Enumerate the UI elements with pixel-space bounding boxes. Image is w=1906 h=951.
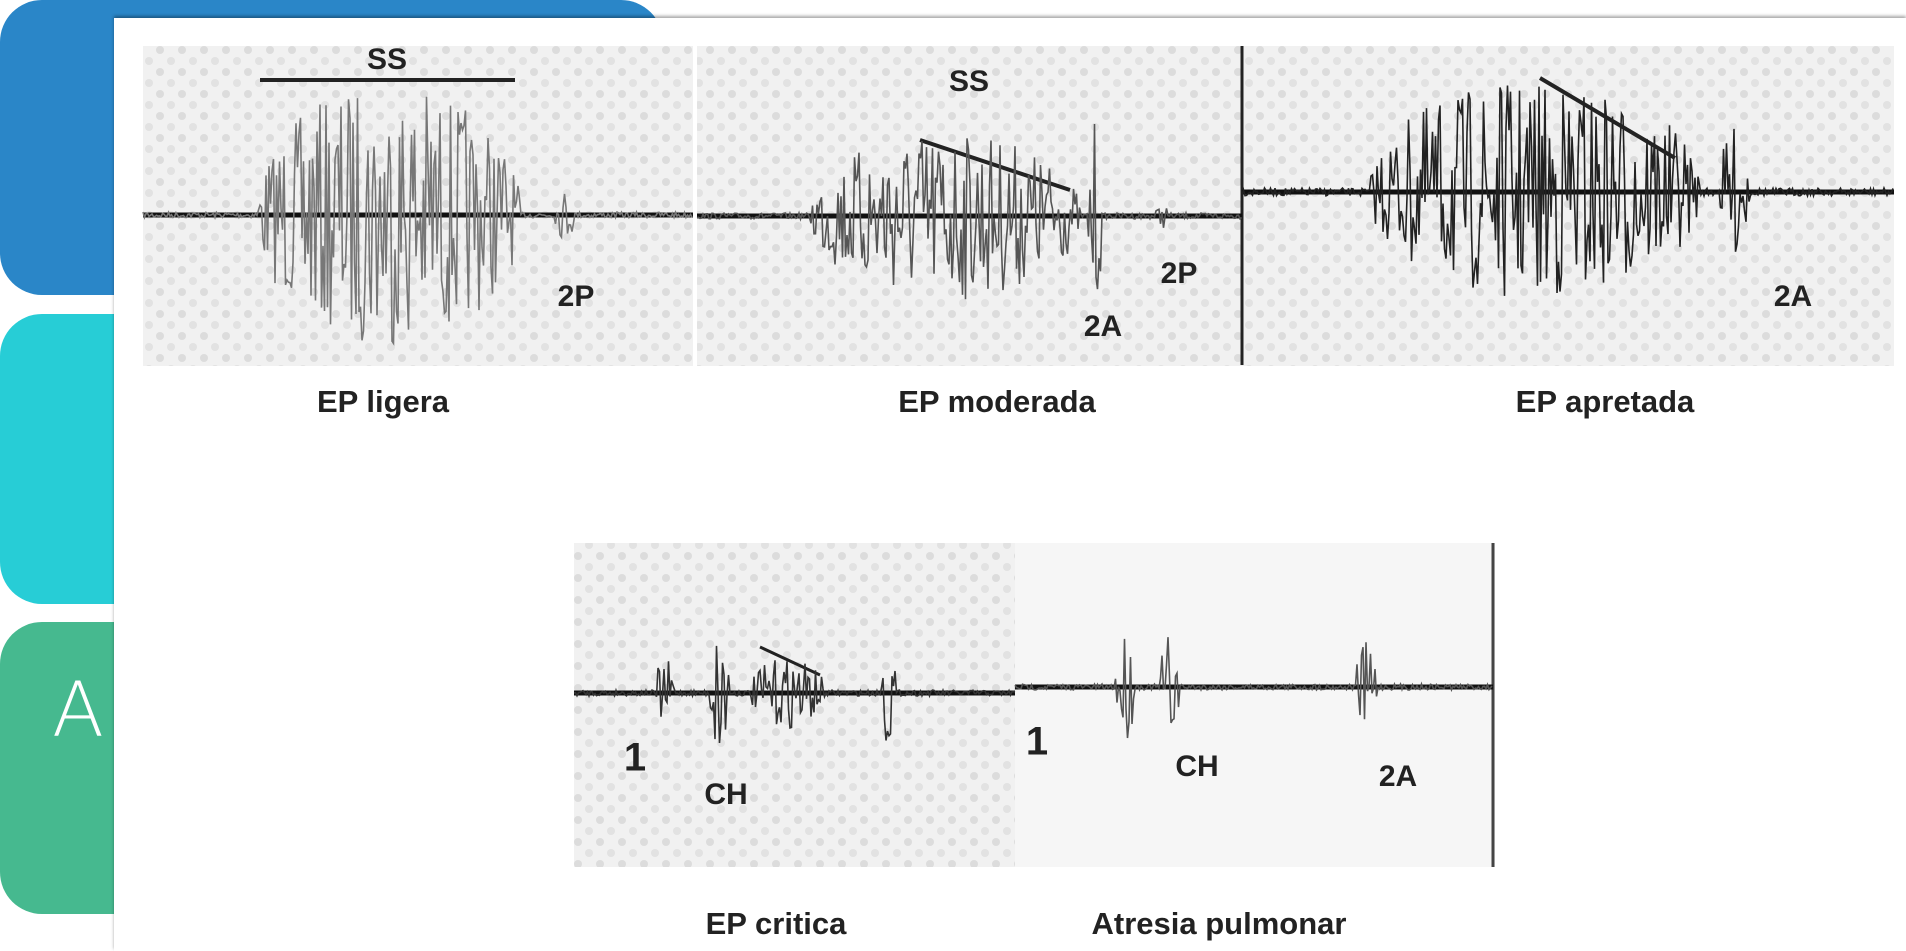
annotation: 2A: [1774, 280, 1812, 313]
trace-label: EP ligera: [317, 384, 450, 419]
trace-label: EP moderada: [898, 384, 1096, 419]
waveform: [1241, 85, 1894, 296]
annotation: 1: [624, 736, 646, 780]
tab-text: A: [52, 665, 104, 754]
trace-label: EP apretada: [1516, 384, 1695, 419]
murmur-slope: [919, 138, 1071, 192]
annotation: 1: [1026, 720, 1048, 764]
murmur-slope: [1538, 76, 1677, 160]
trace-background: [697, 46, 1242, 366]
trace-background: [1242, 46, 1894, 366]
trace-label: EP critica: [706, 906, 848, 941]
trace-label: Atresia pulmonar: [1092, 906, 1347, 941]
annotation: CH: [1175, 750, 1218, 783]
trace-background: [1015, 543, 1495, 867]
trace-background: [574, 543, 1015, 867]
waveform: [1014, 637, 1493, 739]
trace-background: [143, 46, 693, 366]
murmur-slope: [759, 645, 821, 677]
waveform: [142, 96, 693, 346]
annotation: 2A: [1379, 760, 1417, 793]
annotation: SS: [949, 65, 989, 98]
annotation: 2P: [558, 280, 595, 313]
annotation: SS: [367, 43, 407, 76]
annotation: 2A: [1084, 310, 1122, 343]
waveform: [573, 645, 1016, 744]
annotation: 2P: [1161, 257, 1198, 290]
annotation: CH: [704, 778, 747, 811]
waveform: [696, 123, 1243, 300]
